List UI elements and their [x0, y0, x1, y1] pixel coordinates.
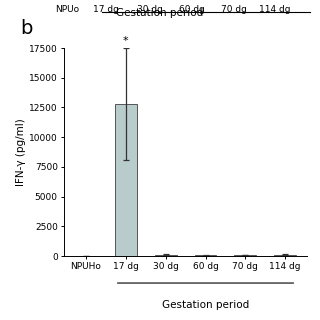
Text: b: b [20, 19, 33, 38]
Bar [115, 104, 137, 256]
Text: NPUo: NPUo [55, 5, 79, 14]
Text: *: * [123, 36, 129, 46]
Text: 70 dg: 70 dg [221, 5, 246, 14]
Text: 17 dg: 17 dg [93, 5, 118, 14]
Text: 30 dg: 30 dg [138, 5, 163, 14]
Text: Gestation period: Gestation period [162, 300, 249, 310]
Y-axis label: IFN-γ (pg/ml): IFN-γ (pg/ml) [16, 118, 26, 186]
Text: 114 dg: 114 dg [260, 5, 291, 14]
Bar [155, 255, 177, 256]
Bar [274, 255, 296, 256]
Bar [195, 255, 216, 256]
Text: 60 dg: 60 dg [179, 5, 205, 14]
Text: Gestation period: Gestation period [116, 8, 204, 18]
Bar [234, 255, 256, 256]
